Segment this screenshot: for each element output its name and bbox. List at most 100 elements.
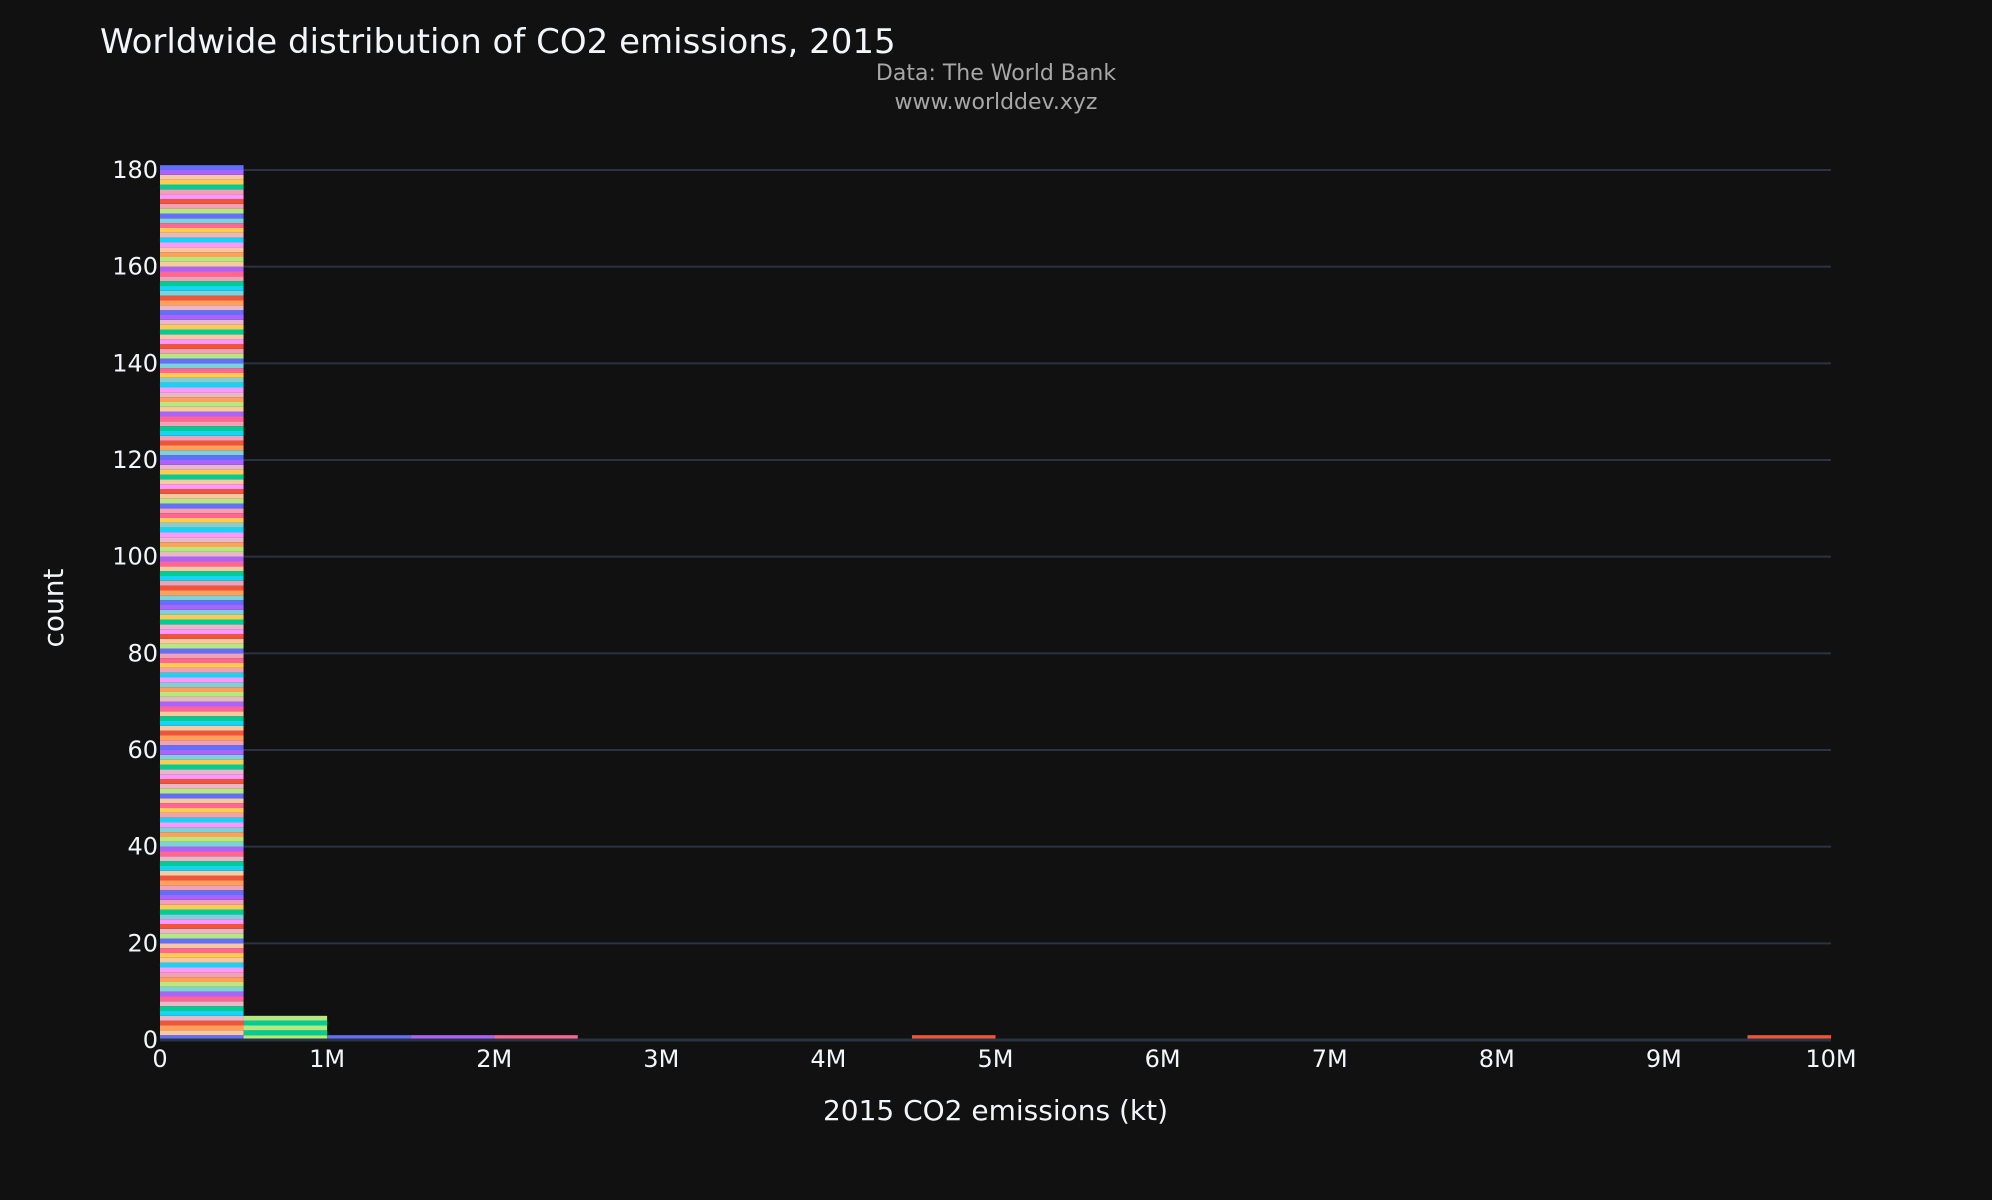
bar-segment xyxy=(243,1035,328,1040)
bar-segment xyxy=(160,184,244,190)
bar-segment xyxy=(160,769,244,775)
bar-segment xyxy=(160,189,244,195)
x-axis-title: 2015 CO2 emissions (kt) xyxy=(823,1094,1168,1127)
bar-segment xyxy=(160,658,244,663)
bar-segment xyxy=(160,653,244,659)
bar-segment xyxy=(160,411,244,417)
bar-segment xyxy=(160,938,244,944)
bar-segment xyxy=(160,885,244,891)
bar-segment xyxy=(160,580,244,586)
bar-segment xyxy=(160,841,244,847)
bar-segment xyxy=(160,648,244,654)
bar-segment xyxy=(160,672,244,678)
bar-segment xyxy=(160,165,244,170)
bar-segment xyxy=(160,706,244,712)
bar-segment xyxy=(1747,1035,1831,1040)
x-tick-label: 1M xyxy=(309,1045,345,1073)
bar-segment xyxy=(160,957,244,963)
bar-segment xyxy=(160,344,244,349)
x-tick-label: 2M xyxy=(476,1045,512,1073)
bar-segment xyxy=(160,300,244,306)
bar-segment xyxy=(160,899,244,905)
bar-segment xyxy=(160,909,244,915)
histogram-bar xyxy=(327,1035,411,1040)
bar-segment xyxy=(160,460,244,465)
bar-segment xyxy=(160,609,244,615)
bar-segment xyxy=(160,779,244,784)
bar-segment xyxy=(160,914,244,920)
bar-segment xyxy=(160,783,244,789)
bar-segment xyxy=(160,667,244,673)
bar-segment xyxy=(160,996,244,1002)
bar-segment xyxy=(160,421,244,427)
bar-segment xyxy=(160,353,244,359)
y-tick-label: 20 xyxy=(127,929,158,957)
x-tick-label: 3M xyxy=(643,1045,679,1073)
bar-segment xyxy=(160,585,244,591)
bar-segment xyxy=(160,904,244,910)
bar-segment xyxy=(160,943,244,949)
bar-segment xyxy=(160,798,244,804)
bar-segment xyxy=(160,1020,244,1026)
bar-segment xyxy=(160,1015,244,1021)
bar-segment xyxy=(160,638,244,644)
bar-segment xyxy=(160,933,244,939)
bar-segment xyxy=(160,634,244,639)
bar-segment xyxy=(160,455,244,460)
bar-segment xyxy=(160,397,244,402)
bar-segment xyxy=(160,479,244,485)
bar-segment xyxy=(160,324,244,330)
bar-segment xyxy=(160,310,244,315)
bar-segment xyxy=(160,817,244,823)
bar-segment xyxy=(410,1035,495,1040)
bar-segment xyxy=(160,716,244,721)
bar-segment xyxy=(160,170,244,175)
bar-segment xyxy=(160,281,244,286)
bar-segment xyxy=(160,493,244,499)
bar-segment xyxy=(160,725,244,731)
bar-segment xyxy=(160,1001,244,1007)
bar-segment xyxy=(160,247,244,253)
bar-segment xyxy=(160,295,244,301)
y-tick-label: 140 xyxy=(112,349,158,377)
bar-segment xyxy=(160,286,244,291)
x-tick-label: 7M xyxy=(1312,1045,1348,1073)
bar-segment xyxy=(160,474,244,480)
bar-segment xyxy=(160,812,244,818)
bar-segment xyxy=(160,745,244,750)
bar-segment xyxy=(160,1025,244,1031)
bar-segment xyxy=(494,1035,578,1040)
bar-segment xyxy=(160,962,244,968)
bar-segment xyxy=(160,1035,244,1040)
chart-source-line-2: www.worlddev.xyz xyxy=(894,90,1098,115)
bar-segment xyxy=(160,194,244,199)
bar-segment xyxy=(160,711,244,717)
bar-segment xyxy=(160,846,244,852)
bar-segment xyxy=(160,218,244,224)
bar-segment xyxy=(160,498,244,504)
bar-segment xyxy=(160,977,244,982)
bar-segment xyxy=(160,402,244,407)
bar-segment xyxy=(160,237,244,243)
x-tick-label: 4M xyxy=(810,1045,846,1073)
bar-segment xyxy=(160,406,244,412)
bar-segment xyxy=(160,179,244,185)
bar-segment xyxy=(243,1020,328,1026)
histogram-bar xyxy=(160,165,244,1040)
bar-segment xyxy=(160,774,244,779)
bars-layer xyxy=(160,165,1831,1042)
bar-segment xyxy=(160,692,244,697)
bar-segment xyxy=(160,556,244,562)
bar-segment xyxy=(327,1035,411,1040)
bar-segment xyxy=(160,1011,244,1016)
bar-segment xyxy=(160,750,244,755)
bar-segment xyxy=(160,426,244,431)
bar-segment xyxy=(160,571,244,576)
bar-segment xyxy=(160,368,244,373)
y-tick-label: 0 xyxy=(143,1026,158,1054)
y-tick-label: 60 xyxy=(127,736,158,764)
bar-segment xyxy=(160,861,244,866)
bar-segment xyxy=(160,435,244,441)
bar-segment xyxy=(160,445,244,451)
bar-segment xyxy=(160,1006,244,1011)
